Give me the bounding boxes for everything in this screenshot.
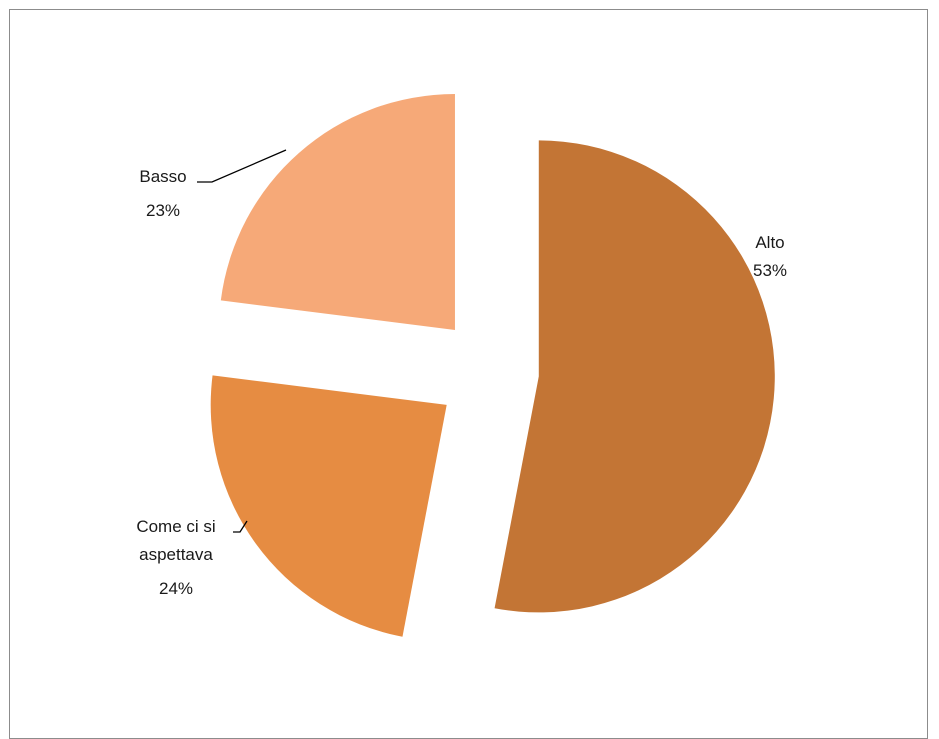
chart-area (9, 9, 928, 739)
data-label-percent: 24% (159, 579, 193, 598)
leader-line (233, 520, 248, 533)
data-label-category: aspettava (139, 545, 213, 564)
data-label-category: Come ci si (136, 517, 215, 536)
pie-slices (210, 93, 775, 637)
pie-slice-basso (220, 93, 455, 330)
data-label-percent: 23% (146, 201, 180, 220)
data-label-category: Basso (139, 167, 186, 186)
pie-labels: Alto 53% Come ci si aspettava 24% Basso 23% (136, 149, 787, 598)
pie-slice-alto (494, 140, 775, 613)
pie-slice-come-ci-si-aspettava (210, 375, 447, 637)
leader-line (197, 149, 287, 183)
data-label-category: Alto (755, 233, 784, 252)
data-label-percent: 53% (753, 261, 787, 280)
